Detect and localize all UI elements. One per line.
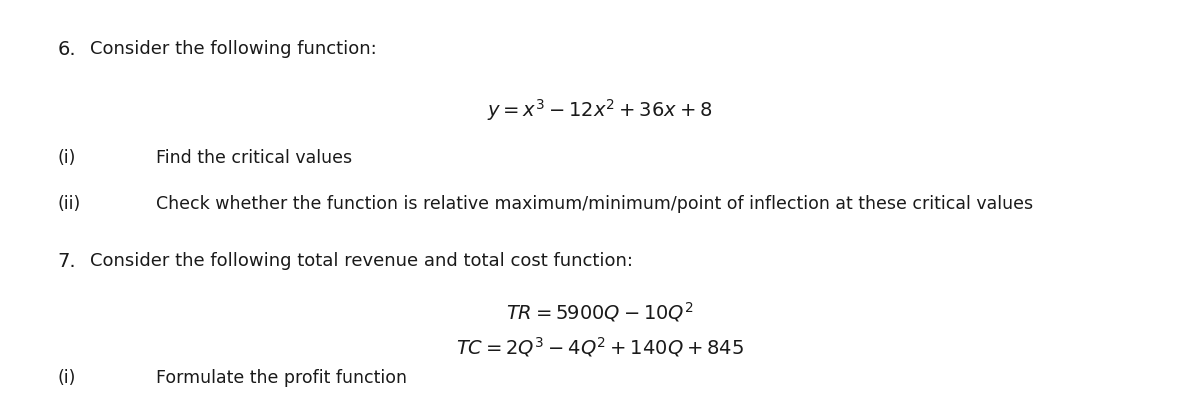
Text: Formulate the profit function: Formulate the profit function	[156, 369, 407, 387]
Text: 7.: 7.	[58, 252, 77, 271]
Text: (i): (i)	[58, 369, 76, 387]
Text: Consider the following total revenue and total cost function:: Consider the following total revenue and…	[90, 252, 634, 270]
Text: Consider the following function:: Consider the following function:	[90, 40, 377, 58]
Text: 6.: 6.	[58, 40, 77, 59]
Text: (ii): (ii)	[58, 195, 80, 212]
Text: (i): (i)	[58, 149, 76, 167]
Text: $TR = 5900Q - 10Q^2$: $TR = 5900Q - 10Q^2$	[506, 300, 694, 324]
Text: $TC = 2Q^3 - 4Q^2 + 140Q + 845$: $TC = 2Q^3 - 4Q^2 + 140Q + 845$	[456, 335, 744, 359]
Text: $y = x^3 - 12x^2 + 36x + 8$: $y = x^3 - 12x^2 + 36x + 8$	[487, 97, 713, 123]
Text: Check whether the function is relative maximum/minimum/point of inflection at th: Check whether the function is relative m…	[156, 195, 1033, 212]
Text: Find the critical values: Find the critical values	[156, 149, 352, 167]
